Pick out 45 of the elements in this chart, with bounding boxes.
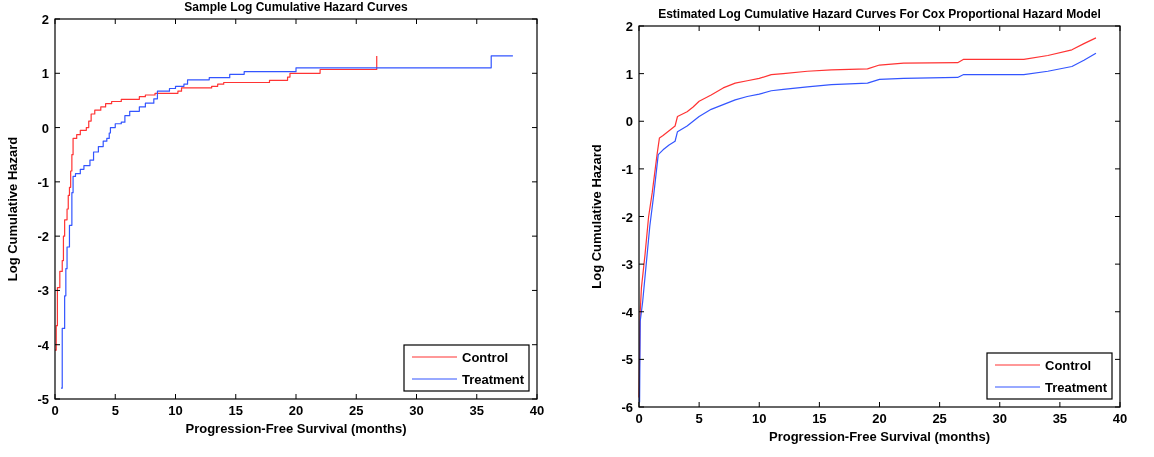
x-tick-label: 15 [228,403,243,418]
legend-label: Treatment [462,372,525,387]
y-tick-label: 2 [41,12,49,27]
y-tick-label: -5 [621,352,633,368]
x-tick-label: 20 [872,411,887,426]
y-tick-label: -6 [621,400,633,415]
y-tick-label: -5 [37,392,49,407]
x-tick-label: 10 [168,403,183,418]
y-tick-label: -4 [621,304,634,320]
legend-label: Treatment [1045,380,1108,395]
x-tick-label: 30 [409,403,424,418]
y-tick-label: 2 [625,19,633,34]
x-axis-title: Progression-Free Survival (months) [768,429,991,444]
x-tick-label: 0 [635,411,643,426]
x-tick-label: 20 [288,403,304,418]
x-tick-label: 10 [752,411,767,426]
x-tick-label: 40 [1112,411,1128,426]
x-tick-label: 40 [529,403,545,418]
chart-title: Sample Log Cumulative Hazard Curves [184,0,409,14]
x-tick-label: 35 [1052,411,1068,426]
y-axis-title: Log Cumulative Hazard [589,144,604,289]
y-tick-label: -2 [621,209,633,225]
chart-title: Estimated Log Cumulative Hazard Curves For Cox Proportional Hazard Model [658,7,1101,21]
y-tick-label: 0 [41,120,49,136]
y-tick-label: 1 [41,66,49,82]
x-tick-label: 5 [695,411,703,426]
y-tick-label: -1 [37,174,49,190]
y-tick-label: 0 [625,114,633,130]
y-tick-label: -1 [621,161,633,177]
y-tick-label: -2 [37,229,49,245]
x-tick-label: 5 [111,403,119,418]
legend-label: Control [462,350,509,365]
y-tick-label: -3 [621,257,633,273]
x-tick-label: 15 [812,411,827,426]
x-tick-label: 35 [469,403,484,418]
x-axis-title: Progression-Free Survival (months) [185,421,407,436]
y-tick-label: -3 [37,283,49,299]
legend-label: Control [1045,358,1092,373]
y-tick-label: -4 [37,337,50,353]
x-tick-label: 25 [932,411,947,426]
y-axis-title: Log Cumulative Hazard [5,136,20,282]
x-tick-label: 25 [349,403,364,418]
x-tick-label: 0 [51,403,59,418]
y-tick-label: 1 [625,66,633,82]
x-tick-label: 30 [992,411,1007,426]
